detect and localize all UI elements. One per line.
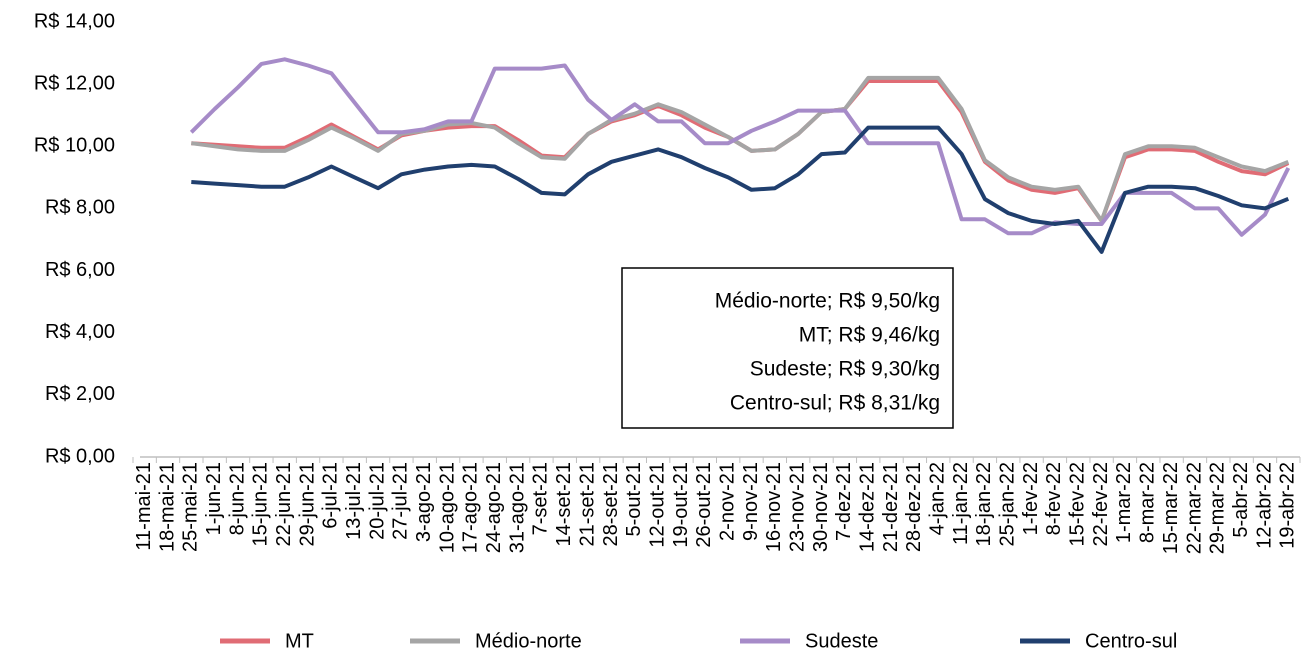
series-line (189, 57, 1291, 237)
y-tick-label: R$ 2,00 (45, 383, 115, 405)
x-tick-label: 15-fev-22 (1067, 462, 1089, 547)
x-tick-label: 6-jul-21 (320, 462, 342, 529)
annotation-text: MT; R$ 9,46/kg (799, 324, 940, 347)
x-tick-label: 25-jan-22 (997, 462, 1019, 547)
x-tick-label: 4-jan-22 (927, 462, 949, 535)
x-tick-label: 10-ago-21 (436, 462, 458, 553)
annotation-text: Sudeste; R$ 9,30/kg (750, 358, 940, 381)
x-tick-label: 8-mar-22 (1137, 462, 1159, 543)
x-tick-label: 25-mai-21 (180, 462, 202, 552)
x-tick-label: 7-set-21 (530, 462, 552, 535)
legend-label: MT (285, 630, 314, 652)
x-tick-label: 13-jul-21 (343, 462, 365, 540)
x-tick-label: 21-set-21 (576, 462, 598, 547)
x-tick-label: 31-ago-21 (506, 462, 528, 553)
x-tick-label: 8-jun-21 (226, 462, 248, 535)
y-tick-label: R$ 14,00 (34, 10, 115, 32)
x-tick-label: 11-jan-22 (950, 462, 972, 545)
x-tick-label: 1-fev-22 (1020, 462, 1042, 535)
x-tick-label: 18-jan-22 (973, 462, 995, 547)
x-tick-label: 30-nov-21 (810, 462, 832, 552)
series-line (191, 125, 1290, 254)
x-tick-label: 27-jul-21 (390, 462, 412, 540)
x-tick-label: 1-jun-21 (203, 462, 225, 535)
annotation-text: Centro-sul; R$ 8,31/kg (730, 392, 940, 415)
x-tick-label: 12-out-21 (646, 462, 668, 548)
x-tick-label: 28-set-21 (600, 462, 622, 547)
x-tick-label: 1-mar-22 (1113, 462, 1135, 543)
legend-label: Centro-sul (1085, 630, 1177, 652)
y-tick-label: R$ 12,00 (34, 72, 115, 94)
x-tick-label: 8-fev-22 (1043, 462, 1065, 535)
x-tick-label: 15-jun-21 (250, 462, 272, 547)
x-tick-label: 12-abr-22 (1253, 462, 1275, 549)
x-tick-label: 19-out-21 (670, 462, 692, 548)
series-line (191, 75, 1290, 223)
y-tick-label: R$ 0,00 (45, 445, 115, 467)
x-tick-label: 29-mar-22 (1207, 462, 1229, 554)
annotation-text: Médio-norte; R$ 9,50/kg (715, 290, 940, 313)
x-tick-label: 24-ago-21 (483, 462, 505, 553)
x-tick-label: 18-mai-21 (156, 462, 178, 552)
x-tick-label: 7-dez-21 (833, 462, 855, 541)
x-tick-label: 22-mar-22 (1183, 462, 1205, 554)
legend-label: Médio-norte (475, 630, 582, 652)
x-tick-label: 9-nov-21 (740, 462, 762, 541)
x-tick-label: 23-nov-21 (786, 462, 808, 552)
x-tick-label: 16-nov-21 (763, 462, 785, 552)
x-tick-label: 29-jun-21 (296, 462, 318, 547)
x-tick-label: 15-mar-22 (1160, 462, 1182, 554)
y-tick-label: R$ 4,00 (45, 321, 115, 343)
x-tick-label: 28-dez-21 (903, 462, 925, 552)
x-tick-label: 17-ago-21 (460, 462, 482, 553)
x-tick-label: 19-abr-22 (1277, 462, 1299, 549)
x-tick-label: 22-jun-21 (273, 462, 295, 547)
x-tick-label: 20-jul-21 (366, 462, 388, 540)
x-tick-label: 2-nov-21 (716, 462, 738, 541)
y-tick-label: R$ 8,00 (45, 197, 115, 219)
y-tick-label: R$ 10,00 (34, 135, 115, 157)
x-tick-label: 11-mai-21 (133, 462, 155, 551)
x-tick-label: 14-set-21 (553, 462, 575, 547)
x-tick-label: 5-out-21 (623, 462, 645, 537)
legend-label: Sudeste (805, 630, 878, 652)
x-tick-label: 14-dez-21 (856, 462, 878, 552)
annotation-box (621, 267, 954, 429)
y-tick-label: R$ 6,00 (45, 259, 115, 281)
x-tick-label: 3-ago-21 (413, 462, 435, 542)
x-tick-label: 26-out-21 (693, 462, 715, 548)
x-tick-label: 5-abr-22 (1230, 462, 1252, 538)
x-tick-label: 21-dez-21 (880, 462, 902, 552)
x-tick-label: 22-fev-22 (1090, 462, 1112, 547)
